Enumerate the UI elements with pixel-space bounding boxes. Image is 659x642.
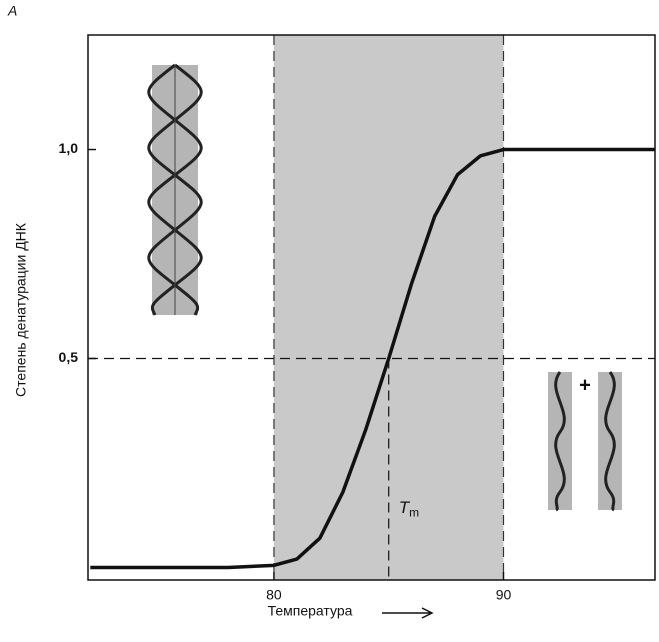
x-arrow [382, 607, 434, 619]
y-tick-label: 1,0 [59, 140, 79, 156]
x-tick-label: 90 [496, 587, 512, 603]
tm-subscript: m [409, 506, 419, 520]
panel-label: A [7, 3, 17, 19]
plus-annotation: + [579, 374, 591, 396]
double-helix [147, 63, 203, 316]
band-layer [273, 35, 505, 580]
y-tick-label: 0,5 [59, 349, 79, 365]
x-tick-label: 80 [266, 587, 282, 603]
plot-frame [87, 34, 656, 581]
x-axis-label: Температура [268, 603, 353, 619]
shaded-range [273, 35, 504, 580]
denaturation-curve [90, 147, 655, 570]
y-axis-label: Степень денатурации ДНК [13, 222, 29, 397]
single-strands [548, 371, 622, 512]
